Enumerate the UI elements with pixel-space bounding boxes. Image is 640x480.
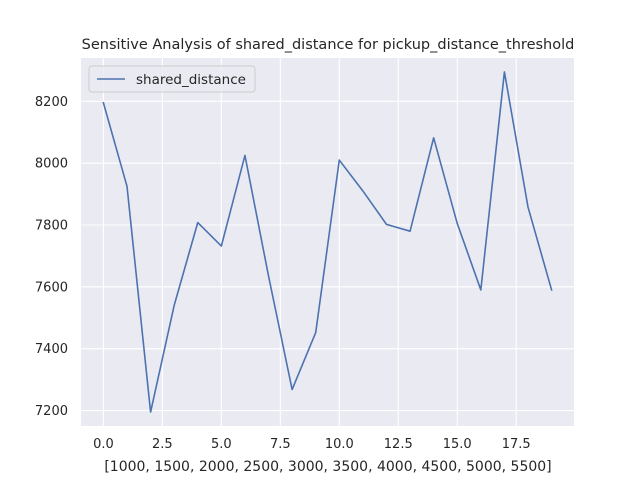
y-tick-label: 7800 (35, 218, 68, 233)
x-tick-label: 17.5 (502, 437, 531, 452)
x-tick-label: 12.5 (384, 437, 413, 452)
x-tick-label: 0.0 (93, 437, 114, 452)
legend-box (88, 65, 256, 93)
y-tick-label: 8200 (35, 95, 68, 110)
series-line-shared-distance (102, 71, 553, 413)
plot-layer: 0.0 2.5 5.0 7.5 10.0 12.5 15.0 17.5 7200 7400 7600… (35, 58, 574, 452)
chart-title: Sensitive Analysis of shared_distance fo… (82, 37, 575, 53)
x-tick-label: 10.0 (325, 437, 354, 452)
legend-label: shared_distance (136, 72, 246, 88)
x-axis-label: [1000, 1500, 2000, 2500, 3000, 3500, 400… (104, 459, 551, 475)
y-tick-label: 7600 (35, 280, 68, 295)
y-tick-label: 8000 (35, 157, 68, 172)
x-tick-label: 7.5 (270, 437, 291, 452)
y-tick-label: 7200 (35, 404, 68, 419)
x-tick-label: 5.0 (211, 437, 232, 452)
y-tick-label: 7400 (35, 342, 68, 357)
x-tick-label: 15.0 (443, 437, 472, 452)
x-tick-label: 2.5 (152, 437, 173, 452)
